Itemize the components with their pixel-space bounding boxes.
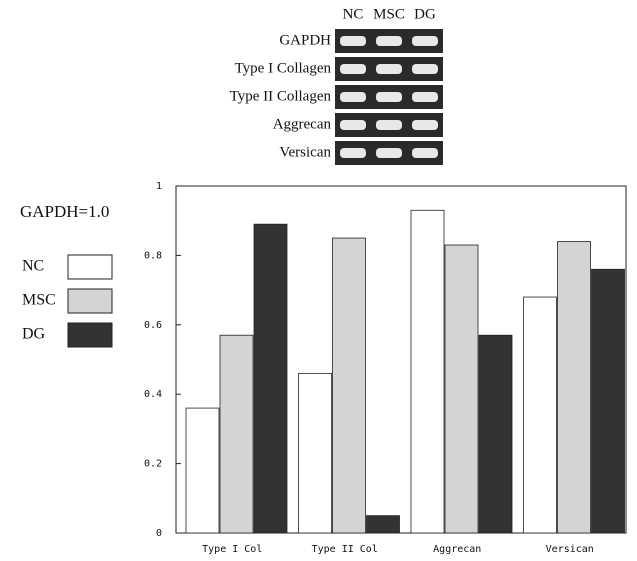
gel-band (340, 148, 366, 158)
x-tick-label: Type I Col (202, 544, 262, 555)
gel-band (340, 36, 366, 46)
gel-band (412, 36, 438, 46)
bar (445, 245, 478, 533)
bar (524, 297, 557, 533)
y-tick-label: 0.2 (144, 459, 162, 470)
figure: GAPDH=1.0 NC MSC DG GAPDH Type I Collagen Typ… (0, 0, 637, 561)
x-tick-label: Type II Col (312, 544, 378, 555)
bar (220, 335, 253, 533)
gel-band (340, 64, 366, 74)
bar (558, 242, 591, 533)
bar (254, 224, 287, 533)
bar (411, 210, 444, 533)
gel-band (340, 120, 366, 130)
y-tick-label: 0.6 (144, 320, 162, 331)
gel-band (376, 64, 402, 74)
row-label: Type I Collagen (235, 60, 332, 76)
lane-label: MSC (373, 6, 405, 22)
gel-band (376, 120, 402, 130)
y-tick-label: 0.4 (144, 389, 162, 400)
gel-band (376, 36, 402, 46)
bar (367, 516, 400, 533)
x-tick-label: Versican (546, 544, 594, 555)
bar (186, 408, 219, 533)
legend-swatch (68, 289, 112, 313)
legend-label: DG (22, 326, 46, 343)
row-label: Versican (279, 144, 331, 160)
y-tick-label: 1 (156, 181, 162, 192)
row-label: Type II Collagen (230, 88, 332, 104)
annotation: GAPDH=1.0 (20, 202, 109, 221)
legend-swatch (68, 255, 112, 279)
gel-band (376, 92, 402, 102)
bar (333, 238, 366, 533)
bar (299, 373, 332, 533)
bar (479, 335, 512, 533)
gel-band (412, 64, 438, 74)
y-tick-label: 0 (156, 528, 162, 539)
gel-band (412, 148, 438, 158)
bar (592, 269, 625, 533)
gel-band (340, 92, 366, 102)
lane-label: NC (343, 6, 364, 22)
legend-swatch (68, 323, 112, 347)
lane-label: DG (414, 6, 436, 22)
row-label: GAPDH (279, 32, 331, 48)
x-tick-label: Aggrecan (433, 544, 481, 555)
gel-band (412, 120, 438, 130)
row-label: Aggrecan (273, 116, 332, 132)
legend-label: NC (22, 258, 44, 275)
gel-band (412, 92, 438, 102)
y-tick-label: 0.8 (144, 250, 162, 261)
legend-label: MSC (22, 292, 56, 309)
gel-band (376, 148, 402, 158)
